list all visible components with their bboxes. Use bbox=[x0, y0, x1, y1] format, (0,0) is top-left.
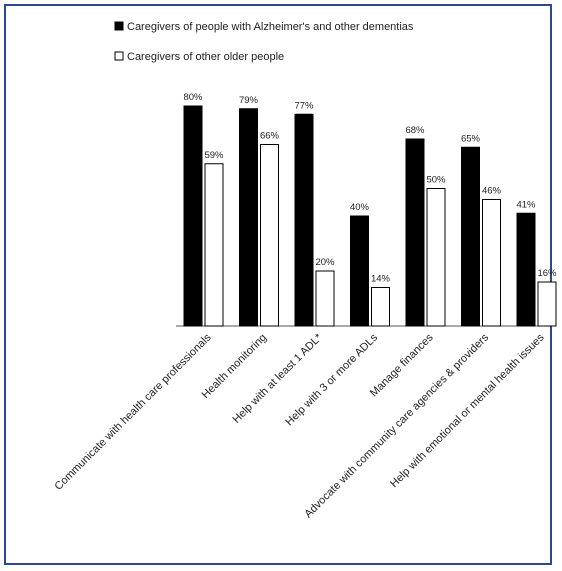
data-label-series-0-cat-2: 77% bbox=[294, 100, 314, 111]
bar-series-1-cat-1 bbox=[260, 144, 279, 327]
bar-series-0-cat-2 bbox=[294, 113, 314, 327]
data-label-series-0-cat-6: 41% bbox=[516, 199, 536, 210]
bar-series-0-cat-6 bbox=[516, 212, 536, 327]
data-label-series-0-cat-0: 80% bbox=[183, 92, 203, 103]
legend-label-alzheimers: Caregivers of people with Alzheimer's an… bbox=[127, 21, 414, 33]
bar-series-1-cat-0 bbox=[204, 163, 224, 327]
data-label-series-1-cat-3: 14% bbox=[371, 274, 391, 285]
bar-series-1-cat-4 bbox=[426, 188, 446, 327]
legend-item-other-older: Caregivers of other older people bbox=[114, 51, 284, 63]
data-label-series-1-cat-6: 16% bbox=[537, 268, 557, 279]
bar-series-0-cat-4 bbox=[405, 138, 425, 327]
data-label-series-0-cat-4: 68% bbox=[405, 125, 425, 136]
bars-group bbox=[183, 105, 557, 327]
legend-item-alzheimers: Caregivers of people with Alzheimer's an… bbox=[114, 21, 414, 33]
data-label-series-1-cat-2: 20% bbox=[315, 257, 335, 268]
bar-series-0-cat-0 bbox=[183, 105, 203, 327]
category-label-2: Help with at least 1 ADL* bbox=[231, 331, 326, 426]
category-label-5: Advocate with community care agencies & … bbox=[302, 331, 491, 520]
data-label-series-1-cat-5: 46% bbox=[482, 186, 502, 197]
data-label-series-0-cat-1: 79% bbox=[239, 95, 259, 106]
bar-series-1-cat-5 bbox=[482, 199, 501, 327]
bar-series-1-cat-2 bbox=[315, 270, 335, 327]
bar-series-0-cat-3 bbox=[350, 215, 369, 327]
data-label-series-0-cat-3: 40% bbox=[350, 202, 370, 213]
bar-series-0-cat-5 bbox=[461, 146, 480, 327]
category-labels-group: Communicate with health care professiona… bbox=[53, 331, 547, 520]
legend-swatch-alzheimers bbox=[114, 21, 124, 31]
data-label-series-1-cat-0: 59% bbox=[204, 150, 224, 161]
data-label-series-0-cat-5: 65% bbox=[461, 133, 481, 144]
category-label-0: Communicate with health care professiona… bbox=[53, 331, 214, 492]
data-labels-group: 80% 59% 79% 66% 77% 20% 40% 14% 68% 50% 65% 46% 41% 1… bbox=[183, 92, 557, 285]
category-label-3: Help with 3 or more ADLs bbox=[283, 331, 380, 428]
legend-label-other-older: Caregivers of other older people bbox=[127, 51, 284, 63]
bar-series-1-cat-3 bbox=[371, 287, 390, 327]
data-label-series-1-cat-1: 66% bbox=[260, 131, 280, 142]
bar-series-0-cat-1 bbox=[239, 108, 258, 327]
legend: Caregivers of people with Alzheimer's an… bbox=[114, 21, 414, 63]
bar-series-1-cat-6 bbox=[537, 281, 557, 327]
data-label-series-1-cat-4: 50% bbox=[426, 175, 446, 186]
legend-swatch-other-older bbox=[114, 51, 124, 61]
